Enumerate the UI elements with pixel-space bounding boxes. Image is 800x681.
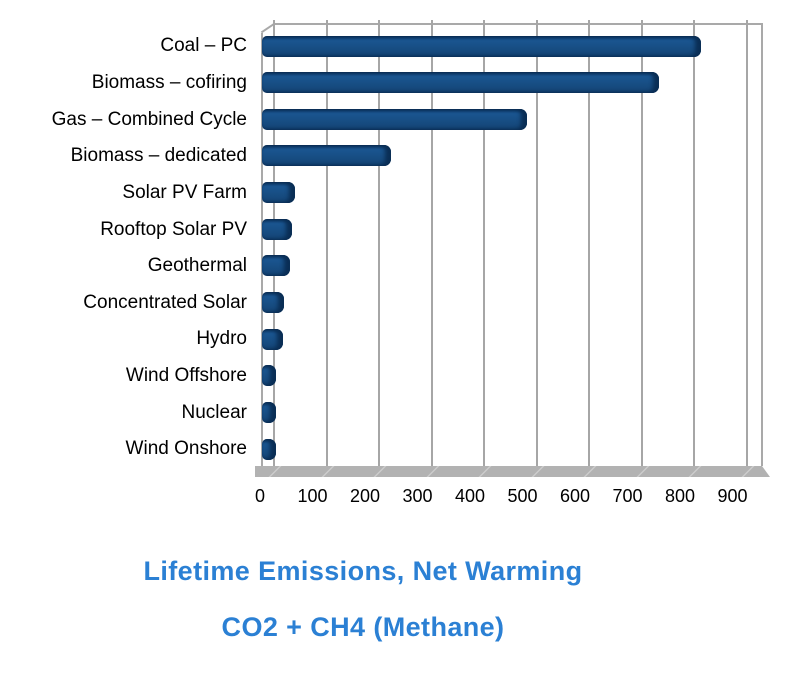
gridline: [588, 20, 590, 466]
gridline: [325, 20, 328, 466]
bar: [262, 255, 290, 277]
x-axis: 0 100 200 300 400 500 600 700 800 900: [255, 486, 748, 510]
category-label: Wind Offshore: [125, 365, 247, 387]
category-label: Concentrated Solar: [83, 291, 247, 313]
bar-row: Nuclear: [0, 394, 763, 431]
bar-rows: Coal – PC Biomass – cofiring Gas – Combine…: [0, 28, 763, 468]
x-tick-label: 0: [254, 486, 266, 506]
bar-row: Wind Onshore: [0, 431, 763, 468]
plot-left-wall: [261, 33, 263, 466]
bar-track: [260, 431, 763, 468]
gridline: [483, 20, 485, 466]
bar-track: [260, 394, 763, 431]
gridline: [640, 20, 643, 466]
bar-track: [260, 175, 763, 212]
bar: [262, 72, 659, 94]
bar: [262, 291, 285, 313]
chart-subtitle: CO2 + CH4 (Methane): [221, 612, 505, 642]
title-block: Lifetime Emissions, Net Warming CO2 + CH…: [0, 556, 726, 643]
plot-top-frame: [274, 23, 763, 25]
bar-track: [260, 358, 763, 395]
bar: [262, 182, 296, 204]
bar-row: Solar PV Farm: [0, 175, 763, 212]
gridline: [378, 20, 380, 466]
category-label: Hydro: [196, 328, 247, 350]
bar-track: [260, 248, 763, 285]
x-tick-label: 400: [454, 486, 486, 506]
x-tick-label: 100: [297, 486, 328, 506]
category-label: Rooftop Solar PV: [100, 218, 247, 240]
bar: [262, 218, 292, 240]
bar: [262, 35, 701, 57]
bar-row: Gas – Combined Cycle: [0, 101, 763, 138]
bar: [262, 328, 283, 350]
bar-track: [260, 138, 763, 175]
plot-right-frame: [761, 23, 763, 466]
x-tick-label: 900: [717, 486, 748, 506]
bar-track: [260, 211, 763, 248]
bar-row: Coal – PC: [0, 28, 763, 65]
gridline: [273, 20, 275, 466]
bar-row: Hydro: [0, 321, 763, 358]
category-label: Nuclear: [181, 401, 247, 423]
gridline: [430, 20, 433, 466]
bar: [262, 365, 277, 387]
x-tick-label: 300: [402, 486, 433, 506]
category-label: Wind Onshore: [125, 438, 247, 460]
plot-gridlines: [273, 20, 763, 466]
x-tick-label: 600: [559, 486, 591, 506]
category-label: Geothermal: [147, 255, 247, 277]
bar: [262, 108, 528, 130]
category-label: Solar PV Farm: [122, 181, 247, 203]
bar-row: Rooftop Solar PV: [0, 211, 763, 248]
bar-track: [260, 28, 763, 65]
category-label: Coal – PC: [160, 35, 247, 57]
bar-track: [260, 101, 763, 138]
bar-track: [260, 321, 763, 358]
bar-row: Geothermal: [0, 248, 763, 285]
x-tick-label: 700: [612, 486, 643, 506]
bar-track: [260, 284, 763, 321]
gridline: [745, 20, 748, 466]
bar-row: Biomass – dedicated: [0, 138, 763, 175]
gridline: [693, 20, 695, 466]
category-label: Biomass – dedicated: [70, 145, 247, 167]
x-tick-label: 200: [349, 486, 381, 506]
bar: [262, 145, 391, 167]
bar: [262, 401, 277, 423]
bar-row: Concentrated Solar: [0, 284, 763, 321]
bar-track: [260, 65, 763, 102]
bar-row: Wind Offshore: [0, 358, 763, 395]
gridline: [535, 20, 538, 466]
bar: [262, 438, 276, 460]
category-label: Gas – Combined Cycle: [51, 108, 247, 130]
x-tick-label: 800: [664, 486, 696, 506]
chart-title: Lifetime Emissions, Net Warming: [143, 556, 583, 586]
x-tick-label: 500: [507, 486, 538, 506]
category-label: Biomass – cofiring: [91, 71, 247, 93]
plot-floor: [255, 466, 770, 477]
bar-row: Biomass – cofiring: [0, 65, 763, 102]
